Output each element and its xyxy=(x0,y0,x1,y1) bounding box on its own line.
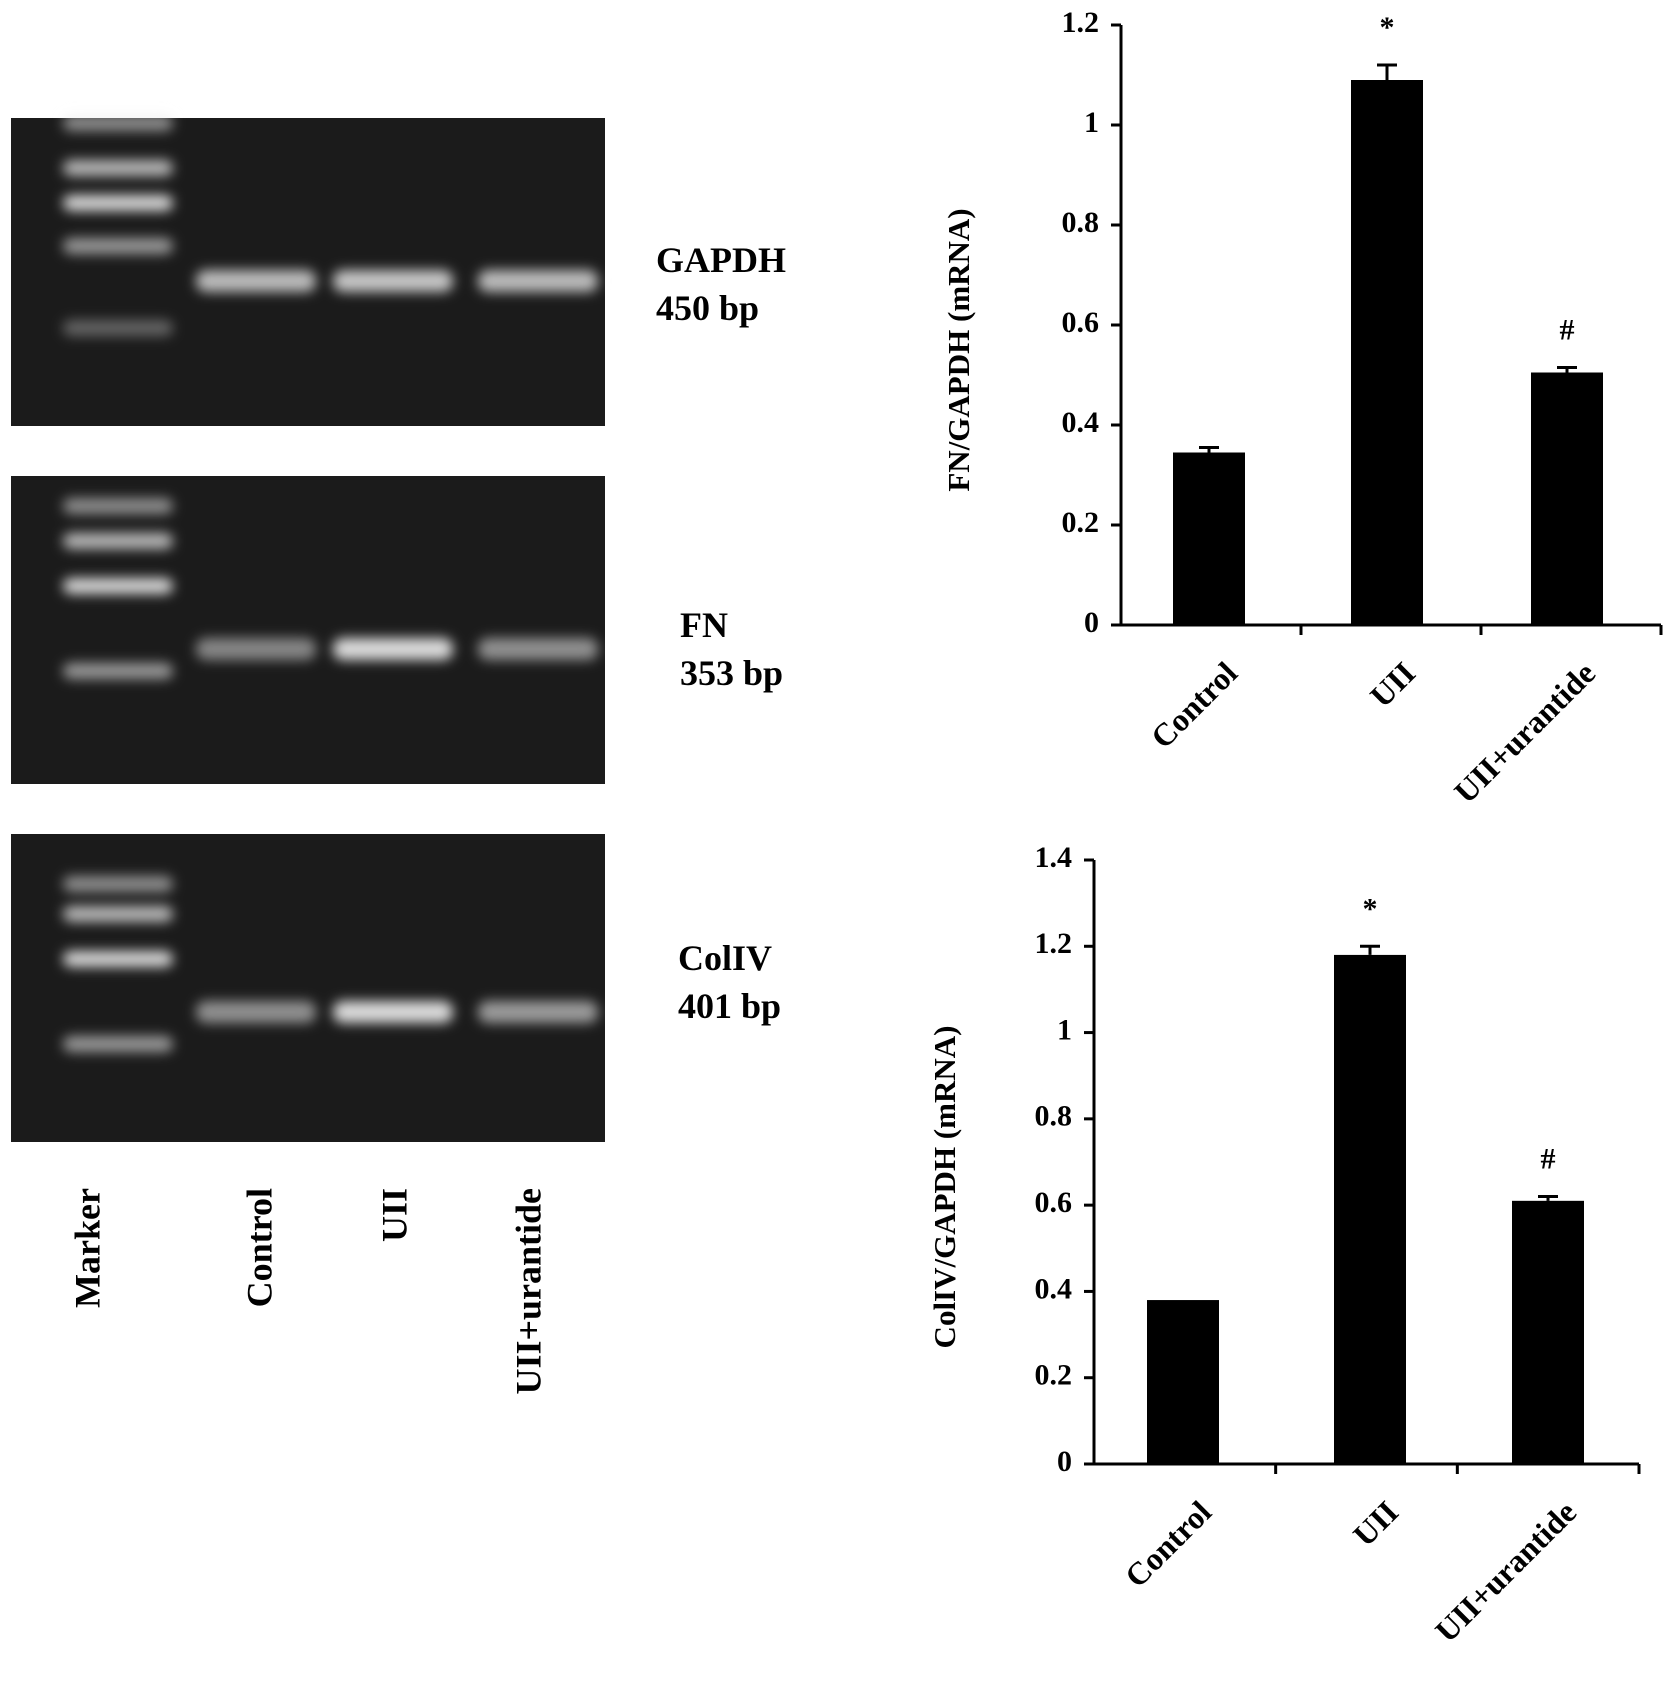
sample-band xyxy=(196,638,316,660)
error-bar xyxy=(1199,446,1219,453)
gene-label: GAPDH xyxy=(656,240,786,280)
significance-mark: # xyxy=(1541,1143,1556,1176)
bar xyxy=(1334,954,1406,1464)
marker-band xyxy=(63,238,173,254)
y-axis-label: FN/GAPDH (mRNA) xyxy=(941,208,976,491)
y-tick-label: 0.8 xyxy=(1062,206,1100,239)
y-axis-label: ColIV/GAPDH (mRNA) xyxy=(927,1026,962,1349)
y-tick-label: 1.2 xyxy=(1035,927,1073,960)
x-tick-label: UII xyxy=(1346,1494,1405,1553)
sample-band xyxy=(333,270,453,292)
significance-mark: * xyxy=(1380,11,1395,44)
y-tick-label: 1 xyxy=(1057,1013,1072,1046)
gene-label: ColIV xyxy=(678,938,772,978)
marker-band xyxy=(63,115,173,131)
bar xyxy=(1147,1300,1219,1464)
bar xyxy=(1512,1200,1584,1464)
y-tick-label: 0.4 xyxy=(1035,1272,1073,1305)
gel-bands xyxy=(63,115,598,336)
sample-band xyxy=(478,1001,598,1023)
sample-band xyxy=(478,270,598,292)
error-bar xyxy=(1557,366,1577,373)
y-tick-label: 0.8 xyxy=(1035,1100,1073,1133)
bar xyxy=(1531,372,1603,625)
marker-band xyxy=(63,533,173,549)
lane-label: UII+urantide xyxy=(508,1188,548,1395)
x-tick-label: UII xyxy=(1363,655,1422,714)
marker-band xyxy=(63,951,173,967)
lane-label: UII xyxy=(374,1188,414,1242)
marker-band xyxy=(63,663,173,679)
marker-band xyxy=(63,498,173,514)
sample-band xyxy=(333,638,453,660)
y-tick-label: 0.2 xyxy=(1035,1359,1073,1392)
x-tick-label: UII+urantide xyxy=(1447,655,1602,810)
x-tick-label: Control xyxy=(1118,1494,1219,1595)
y-tick-label: 0.4 xyxy=(1062,406,1100,439)
size-label: 353 bp xyxy=(680,653,783,693)
marker-band xyxy=(63,160,173,176)
gel-bands xyxy=(63,498,598,679)
y-tick-label: 1.2 xyxy=(1062,6,1100,39)
bar xyxy=(1173,452,1245,625)
error-bar xyxy=(1538,1195,1558,1201)
bar xyxy=(1351,80,1423,625)
x-tick-label: Control xyxy=(1144,655,1245,756)
significance-mark: # xyxy=(1560,314,1575,347)
lane-label: Control xyxy=(239,1188,279,1307)
gel-panel xyxy=(11,476,605,784)
gene-label: FN xyxy=(680,605,728,645)
size-label: 401 bp xyxy=(678,986,781,1026)
gel-bands xyxy=(63,876,598,1052)
lane-label: Marker xyxy=(67,1188,107,1308)
y-tick-label: 1.4 xyxy=(1035,841,1073,874)
marker-band xyxy=(63,906,173,922)
y-tick-label: 0.2 xyxy=(1062,506,1100,539)
y-tick-label: 0.6 xyxy=(1062,306,1100,339)
significance-mark: * xyxy=(1363,892,1378,925)
x-tick-label: UII+urantide xyxy=(1428,1494,1583,1649)
error-bar xyxy=(1377,63,1397,80)
sample-band xyxy=(333,1001,453,1023)
y-tick-label: 0 xyxy=(1057,1445,1072,1478)
sample-band xyxy=(196,1001,316,1023)
y-tick-label: 0.6 xyxy=(1035,1186,1073,1219)
y-tick-label: 0 xyxy=(1084,606,1099,639)
marker-band xyxy=(63,578,173,594)
y-tick-label: 1 xyxy=(1084,106,1099,139)
sample-band xyxy=(196,270,316,292)
error-bar xyxy=(1360,944,1380,955)
marker-band xyxy=(63,195,173,211)
marker-band xyxy=(63,320,173,336)
marker-band xyxy=(63,1036,173,1052)
sample-band xyxy=(478,638,598,660)
marker-band xyxy=(63,876,173,892)
size-label: 450 bp xyxy=(656,288,759,328)
